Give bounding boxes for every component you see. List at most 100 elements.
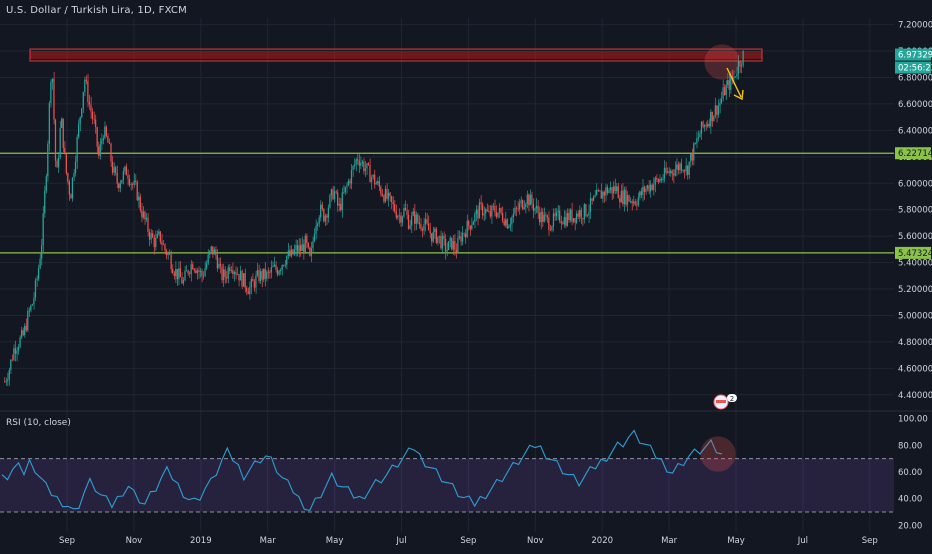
candle-body <box>71 177 74 199</box>
candle-body <box>651 184 653 190</box>
price-tick-label: 7.20000 <box>898 21 932 31</box>
candle-body <box>310 248 313 256</box>
candle-body <box>435 228 437 243</box>
candle-body <box>609 187 612 191</box>
candle-body <box>94 119 97 128</box>
candle-body <box>666 171 669 173</box>
candle-body <box>340 203 342 211</box>
candle-body <box>14 348 17 354</box>
candle-body <box>300 245 302 251</box>
candle-body <box>505 219 507 226</box>
candle-body <box>357 159 359 161</box>
candle-body <box>646 185 649 189</box>
time-tick-label: Sep <box>862 536 878 546</box>
candle-body <box>104 126 106 139</box>
candle-body <box>212 246 214 255</box>
candle-body <box>264 268 266 279</box>
candle-body <box>219 263 222 267</box>
highlight-circle-rsi <box>700 436 736 472</box>
candle-body <box>494 206 496 213</box>
candle-body <box>363 161 365 172</box>
candle-body <box>427 223 430 231</box>
candle-body <box>269 272 271 274</box>
candle-body <box>679 163 681 171</box>
candle-body <box>193 269 195 271</box>
price-tag-label: 02:56:22 <box>898 64 932 74</box>
rsi-tick-label: 100.00 <box>898 415 928 425</box>
candle-body <box>17 347 20 351</box>
candle-body <box>518 203 521 210</box>
candle-body <box>329 195 331 208</box>
candle-body <box>57 157 60 168</box>
candle-body <box>198 270 200 272</box>
candle-body <box>304 235 306 252</box>
candle-body <box>164 244 166 251</box>
candle-body <box>37 268 40 279</box>
candle-body <box>50 82 52 103</box>
candle-body <box>683 170 686 172</box>
candle-body <box>36 278 38 281</box>
candle-body <box>187 270 189 274</box>
candle-body <box>582 218 584 220</box>
candle-body <box>210 246 212 252</box>
candle-body <box>332 189 334 200</box>
candle-body <box>653 184 655 190</box>
candle-body <box>42 213 44 246</box>
candle-body <box>349 180 351 184</box>
candle-body <box>397 215 399 218</box>
candle-body <box>406 210 408 215</box>
candle-body <box>27 311 29 331</box>
rsi-band <box>0 458 894 512</box>
candle-body <box>719 102 721 106</box>
candle-body <box>189 273 191 275</box>
candle-body <box>469 225 471 230</box>
candle-body <box>676 164 678 170</box>
candle-body <box>575 213 578 223</box>
candle-body <box>585 204 587 216</box>
candle-body <box>73 172 75 178</box>
candle-body <box>438 235 440 237</box>
candle-body <box>306 235 308 244</box>
candle-body <box>249 287 251 295</box>
candle-body <box>703 125 706 127</box>
candle-body <box>367 163 370 165</box>
candle-body <box>384 188 387 202</box>
candle-body <box>605 187 607 196</box>
price-tags: 6.97329 02:56:22 6.22714 5.47324 <box>895 48 932 259</box>
candle-body <box>511 217 513 225</box>
candle-body <box>323 208 325 222</box>
price-tag <box>895 147 931 160</box>
candle-body <box>192 264 194 270</box>
candle-body <box>552 213 555 227</box>
candle-body <box>312 241 314 249</box>
rsi-title: RSI (10, close) <box>6 418 71 428</box>
candle-body <box>568 213 570 221</box>
candle-body <box>492 206 494 207</box>
candle-body <box>127 175 129 179</box>
candle-body <box>7 379 9 382</box>
candle-body <box>125 166 128 176</box>
candle-body <box>303 244 305 252</box>
time-tick-label: May <box>727 536 745 546</box>
candle-body <box>152 233 154 238</box>
candle-body <box>233 272 235 274</box>
candle-body <box>222 269 225 281</box>
candle-body <box>714 105 716 116</box>
candle-body <box>318 217 320 224</box>
candle-body <box>612 186 615 194</box>
candle-body <box>491 206 493 217</box>
candle-body <box>677 164 679 171</box>
candle-body <box>116 172 118 184</box>
candle-body <box>600 190 602 199</box>
candle-body <box>716 105 718 115</box>
candle-body <box>400 215 402 223</box>
candle-body <box>173 273 175 277</box>
candle-body <box>301 244 303 251</box>
candle-body <box>671 170 673 174</box>
candle-body <box>59 127 61 158</box>
event-badge[interactable]: 2 <box>712 392 738 410</box>
candle-body <box>13 348 15 360</box>
candle-body <box>452 240 454 250</box>
candle-body <box>628 195 630 202</box>
candle-body <box>457 237 459 253</box>
